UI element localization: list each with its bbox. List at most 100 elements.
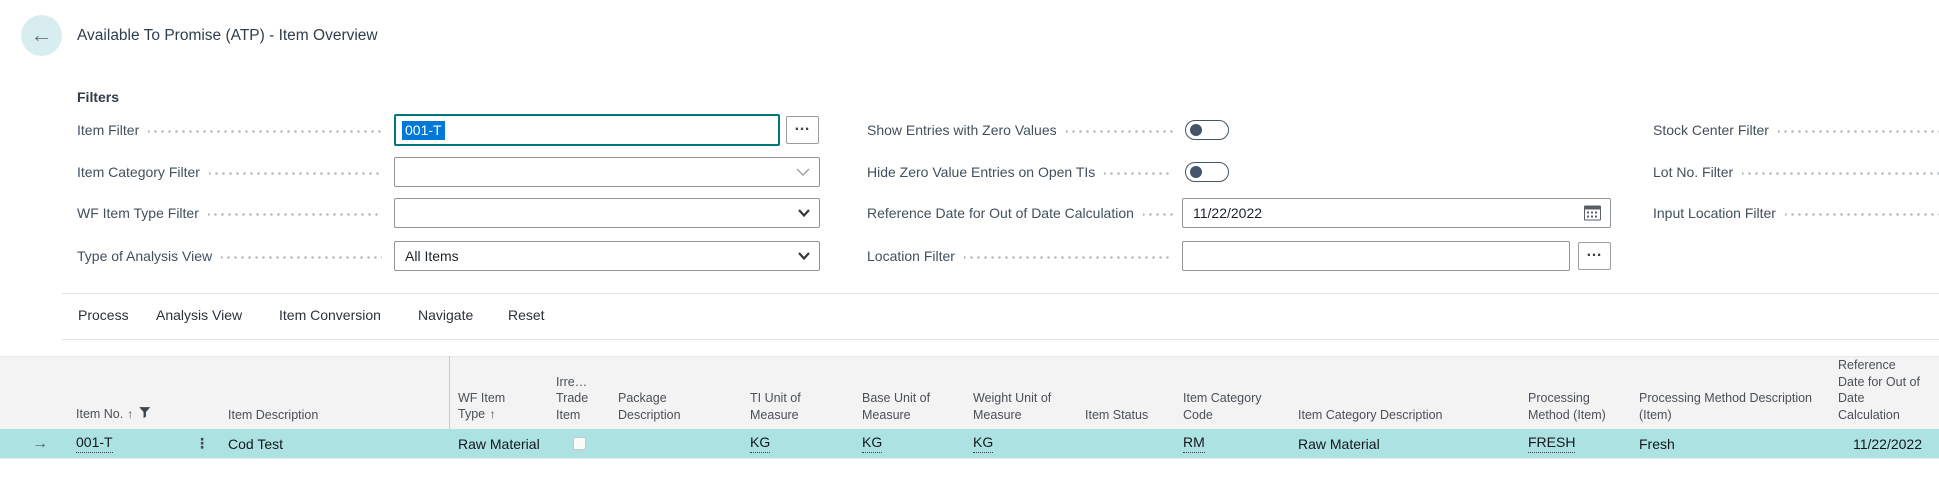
processing-method-link[interactable]: FRESH xyxy=(1528,434,1576,453)
header-label: Base Unit of Measure xyxy=(862,391,931,422)
hide-zero-values-toggle[interactable] xyxy=(1185,162,1229,182)
header-label: Irre… Trade Item xyxy=(556,374,589,422)
header-label: Item Description xyxy=(228,407,319,422)
ellipsis-icon: … xyxy=(794,117,811,134)
item-no-link[interactable]: 001-T xyxy=(76,434,113,453)
header-label: Processing Method (Item) xyxy=(1528,391,1606,422)
header-item-no[interactable]: Item No. ↑ xyxy=(64,357,220,432)
weight-uom-link[interactable]: KG xyxy=(973,434,994,453)
hide-zero-values-row: Hide Zero Value Entries on Open TIs xyxy=(867,157,1177,187)
input-location-filter-row: Input Location Filter xyxy=(1653,198,1939,228)
header-label: TI Unit of Measure xyxy=(750,391,801,422)
dotted-leader xyxy=(1784,198,1939,228)
type-of-analysis-view-select[interactable]: All Items xyxy=(394,241,820,271)
cell-item-no[interactable]: 001-T ⋮ xyxy=(64,429,220,458)
cell-item-category-code[interactable]: RM xyxy=(1175,429,1290,458)
cell-package-description[interactable] xyxy=(610,429,742,458)
cell-irregular-trade-item[interactable] xyxy=(548,429,610,458)
header-item-category-description[interactable]: Item Category Description xyxy=(1290,357,1520,432)
back-arrow-icon: ← xyxy=(30,21,53,47)
cell-value: Raw Material xyxy=(458,435,540,452)
header-selector xyxy=(0,357,64,432)
header-label: Processing Method Description (Item) xyxy=(1639,391,1812,422)
show-zero-values-toggle[interactable] xyxy=(1185,120,1229,140)
header-label: Item No. xyxy=(76,407,124,422)
cell-processing-method[interactable]: FRESH xyxy=(1520,429,1631,458)
dotted-leader xyxy=(208,157,382,187)
header-item-description[interactable]: Item Description xyxy=(220,357,450,432)
cell-value: Cod Test xyxy=(228,435,283,452)
sort-asc-icon: ↑ xyxy=(127,407,134,422)
base-uom-link[interactable]: KG xyxy=(862,434,883,453)
type-of-analysis-view-label: Type of Analysis View xyxy=(77,248,213,264)
cell-reference-date[interactable]: 11/22/2022 xyxy=(1830,429,1939,458)
cell-item-status[interactable] xyxy=(1077,429,1175,458)
ti-uom-link[interactable]: KG xyxy=(750,434,771,453)
item-filter-value: 001-T xyxy=(402,120,445,140)
header-reference-date[interactable]: Reference Date for Out of Date Calculati… xyxy=(1830,357,1939,432)
location-filter-input[interactable] xyxy=(1182,241,1570,271)
item-filter-assist-button[interactable]: … xyxy=(786,116,819,144)
cell-value: Raw Material xyxy=(1298,435,1380,452)
calendar-icon[interactable] xyxy=(1584,205,1601,221)
cell-value: Fresh xyxy=(1639,435,1675,452)
header-label: WF Item Type xyxy=(458,390,506,422)
trade-item-checkbox[interactable] xyxy=(572,437,586,450)
menu-item-process[interactable]: Process xyxy=(78,307,129,323)
menu-item-item-conversion[interactable]: Item Conversion xyxy=(279,307,381,323)
show-zero-values-label: Show Entries with Zero Values xyxy=(867,122,1057,138)
header-irregular-trade-item[interactable]: Irre… Trade Item xyxy=(548,357,610,432)
row-menu-icon[interactable]: ⋮ xyxy=(195,435,209,451)
menu-item-navigate[interactable]: Navigate xyxy=(418,307,474,323)
back-button[interactable]: ← xyxy=(21,15,62,56)
dotted-leader xyxy=(1777,115,1939,145)
item-category-code-link[interactable]: RM xyxy=(1183,434,1205,453)
item-category-filter-label: Item Category Filter xyxy=(77,164,200,180)
header-label: Weight Unit of Measure xyxy=(973,391,1052,422)
menu-divider-top xyxy=(62,293,1939,294)
reference-date-label: Reference Date for Out of Date Calculati… xyxy=(867,205,1134,221)
dotted-leader xyxy=(1104,157,1173,187)
type-of-analysis-view-value: All Items xyxy=(405,248,459,264)
menu-item-reset[interactable]: Reset xyxy=(508,307,545,323)
dotted-leader xyxy=(1142,198,1173,228)
item-category-filter-input[interactable] xyxy=(394,157,820,187)
cell-base-uom[interactable]: KG xyxy=(854,429,965,458)
cell-item-category-description[interactable]: Raw Material xyxy=(1290,429,1520,458)
header-weight-unit-of-measure[interactable]: Weight Unit of Measure xyxy=(965,357,1077,432)
cell-item-description[interactable]: Cod Test xyxy=(220,429,450,458)
header-processing-method-description[interactable]: Processing Method Description (Item) xyxy=(1631,357,1830,432)
lot-no-filter-label: Lot No. Filter xyxy=(1653,164,1734,180)
header-item-category-code[interactable]: Item Category Code xyxy=(1175,357,1290,432)
header-ti-unit-of-measure[interactable]: TI Unit of Measure xyxy=(742,357,854,432)
header-label: Item Status xyxy=(1085,407,1149,422)
header-processing-method[interactable]: Processing Method (Item) xyxy=(1520,357,1631,432)
location-filter-row: Location Filter xyxy=(867,241,1177,271)
header-package-description[interactable]: Package Description xyxy=(610,357,742,432)
filter-funnel-icon xyxy=(139,407,151,419)
reference-date-input[interactable]: 11/22/2022 xyxy=(1182,198,1611,228)
cell-wf-item-type[interactable]: Raw Material xyxy=(450,429,548,458)
wf-item-type-filter-label: WF Item Type Filter xyxy=(77,205,199,221)
menu-item-analysis-view[interactable]: Analysis View xyxy=(156,307,243,323)
cell-ti-uom[interactable]: KG xyxy=(742,429,854,458)
filters-section-heading: Filters xyxy=(77,89,120,105)
header-wf-item-type[interactable]: WF Item Type ↑ xyxy=(450,357,548,432)
dotted-leader xyxy=(221,241,382,271)
location-filter-assist-button[interactable]: … xyxy=(1578,242,1611,270)
header-item-status[interactable]: Item Status xyxy=(1077,357,1175,432)
table-row[interactable]: → 001-T ⋮ Cod Test Raw Material KG KG KG xyxy=(0,429,1939,459)
item-filter-input[interactable]: 001-T xyxy=(394,114,780,146)
reference-date-value: 11/22/2022 xyxy=(1193,205,1263,221)
row-selector-cell[interactable]: → xyxy=(0,429,64,458)
wf-item-type-filter-select[interactable] xyxy=(394,198,820,228)
header-label: Package Description xyxy=(618,391,681,422)
header-base-unit-of-measure[interactable]: Base Unit of Measure xyxy=(854,357,965,432)
cell-weight-uom[interactable]: KG xyxy=(965,429,1077,458)
chevron-down-icon xyxy=(796,168,810,176)
item-filter-row: Item Filter xyxy=(77,115,386,145)
show-zero-values-row: Show Entries with Zero Values xyxy=(867,115,1177,145)
row-pointer-icon: → xyxy=(32,434,48,452)
cell-processing-method-description[interactable]: Fresh xyxy=(1631,429,1830,458)
